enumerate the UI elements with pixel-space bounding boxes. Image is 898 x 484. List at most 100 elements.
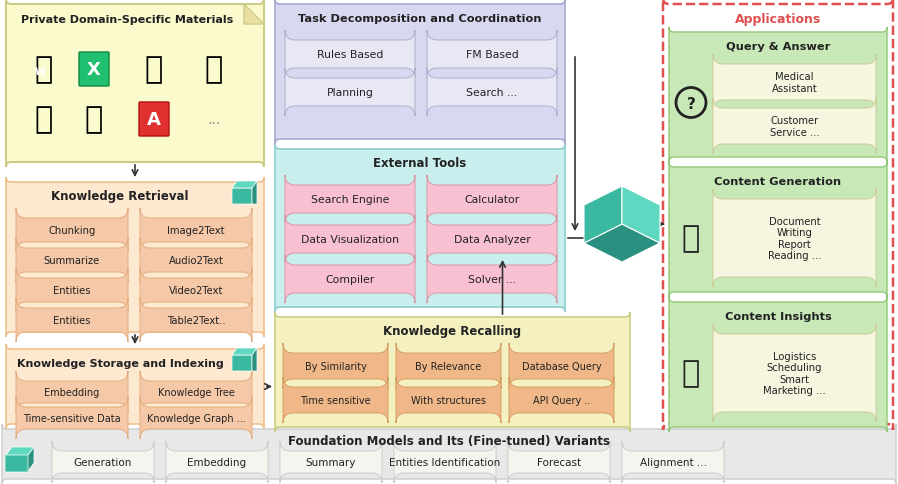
FancyBboxPatch shape [713, 190, 876, 287]
FancyBboxPatch shape [232, 355, 252, 371]
FancyBboxPatch shape [285, 31, 415, 79]
FancyBboxPatch shape [140, 269, 252, 312]
Text: 🎥: 🎥 [145, 55, 163, 84]
Polygon shape [252, 182, 257, 205]
FancyBboxPatch shape [509, 343, 614, 389]
Text: Database Query: Database Query [522, 361, 602, 371]
Text: ...: ... [207, 113, 221, 127]
Text: Forecast: Forecast [537, 457, 581, 467]
Text: Query & Answer: Query & Answer [726, 42, 830, 52]
FancyBboxPatch shape [427, 69, 557, 117]
Polygon shape [584, 187, 622, 243]
FancyBboxPatch shape [283, 377, 388, 423]
Text: 📜: 📜 [682, 358, 700, 387]
Text: Logistics
Scheduling
Smart
Marketing ...: Logistics Scheduling Smart Marketing ... [763, 351, 826, 395]
Text: 🔊: 🔊 [35, 106, 53, 134]
FancyBboxPatch shape [663, 0, 893, 430]
FancyBboxPatch shape [669, 28, 887, 163]
Text: W: W [35, 67, 46, 77]
Polygon shape [6, 447, 34, 455]
Text: External Tools: External Tools [374, 157, 467, 170]
Text: Content Insights: Content Insights [725, 311, 832, 321]
Text: Search Engine: Search Engine [311, 195, 389, 205]
Polygon shape [28, 447, 34, 471]
Text: Audio2Text: Audio2Text [169, 256, 224, 265]
Text: By Similarity: By Similarity [304, 361, 366, 371]
Text: Data Analyzer: Data Analyzer [453, 235, 531, 244]
FancyBboxPatch shape [427, 256, 557, 303]
FancyBboxPatch shape [139, 103, 169, 136]
FancyBboxPatch shape [713, 324, 876, 422]
FancyBboxPatch shape [79, 53, 109, 87]
Text: 📋: 📋 [682, 224, 700, 253]
FancyBboxPatch shape [52, 441, 154, 483]
Text: Embedding: Embedding [44, 387, 100, 397]
FancyBboxPatch shape [6, 0, 264, 167]
Polygon shape [232, 348, 257, 355]
Text: Time-sensitive Data: Time-sensitive Data [23, 413, 121, 423]
FancyBboxPatch shape [16, 269, 128, 312]
Text: A: A [147, 111, 161, 129]
Text: Foundation Models and Its (Fine-tuned) Variants: Foundation Models and Its (Fine-tuned) V… [288, 435, 610, 448]
Text: Alignment ...: Alignment ... [639, 457, 707, 467]
Polygon shape [244, 5, 264, 25]
Text: Knowledge Storage and Indexing: Knowledge Storage and Indexing [17, 358, 224, 368]
FancyBboxPatch shape [275, 145, 565, 312]
FancyBboxPatch shape [140, 209, 252, 253]
FancyBboxPatch shape [285, 256, 415, 303]
Polygon shape [622, 187, 660, 243]
Text: Summary: Summary [306, 457, 357, 467]
FancyBboxPatch shape [16, 298, 128, 342]
Text: Video2Text: Video2Text [169, 286, 224, 295]
FancyBboxPatch shape [427, 215, 557, 263]
FancyBboxPatch shape [285, 215, 415, 263]
Text: Knowledge Graph ...: Knowledge Graph ... [146, 413, 245, 423]
Polygon shape [232, 182, 257, 189]
Polygon shape [252, 348, 257, 371]
FancyBboxPatch shape [669, 297, 887, 432]
FancyBboxPatch shape [166, 441, 268, 483]
Text: Private Domain-Specific Materials: Private Domain-Specific Materials [21, 15, 233, 25]
Text: Compiler: Compiler [325, 274, 374, 285]
FancyBboxPatch shape [232, 189, 252, 205]
Text: X: X [87, 61, 101, 79]
Text: Data Visualization: Data Visualization [301, 235, 399, 244]
FancyBboxPatch shape [140, 298, 252, 342]
Text: Applications: Applications [735, 13, 821, 26]
Text: Document
Writing
Report
Reading ...: Document Writing Report Reading ... [768, 216, 822, 261]
FancyBboxPatch shape [622, 441, 724, 483]
Text: Customer
Service ...: Customer Service ... [770, 116, 819, 137]
FancyBboxPatch shape [508, 441, 610, 483]
FancyBboxPatch shape [16, 397, 128, 439]
FancyBboxPatch shape [396, 343, 501, 389]
Text: Embedding: Embedding [188, 457, 247, 467]
Text: Rules Based: Rules Based [317, 50, 383, 60]
FancyBboxPatch shape [713, 55, 876, 111]
Text: Knowledge Retrieval: Knowledge Retrieval [51, 190, 189, 203]
Text: With structures: With structures [411, 395, 486, 405]
FancyBboxPatch shape [140, 239, 252, 283]
FancyBboxPatch shape [285, 176, 415, 224]
Text: Knowledge Recalling: Knowledge Recalling [383, 325, 522, 338]
Text: 📄: 📄 [35, 55, 53, 84]
FancyBboxPatch shape [6, 178, 264, 337]
FancyBboxPatch shape [285, 69, 415, 117]
FancyBboxPatch shape [16, 239, 128, 283]
Text: Summarize: Summarize [44, 256, 100, 265]
FancyBboxPatch shape [275, 312, 630, 432]
Text: Time sensitive: Time sensitive [300, 395, 371, 405]
Text: API Query ..: API Query .. [533, 395, 590, 405]
FancyBboxPatch shape [394, 441, 496, 483]
FancyBboxPatch shape [427, 176, 557, 224]
Text: Generation: Generation [74, 457, 132, 467]
FancyBboxPatch shape [713, 99, 876, 155]
Polygon shape [584, 225, 660, 262]
Text: Calculator: Calculator [464, 195, 520, 205]
Text: Planning: Planning [327, 88, 374, 98]
FancyBboxPatch shape [140, 397, 252, 439]
FancyBboxPatch shape [5, 454, 29, 472]
FancyBboxPatch shape [16, 209, 128, 253]
FancyBboxPatch shape [509, 377, 614, 423]
FancyBboxPatch shape [16, 371, 128, 413]
Text: 📈: 📈 [85, 106, 103, 134]
